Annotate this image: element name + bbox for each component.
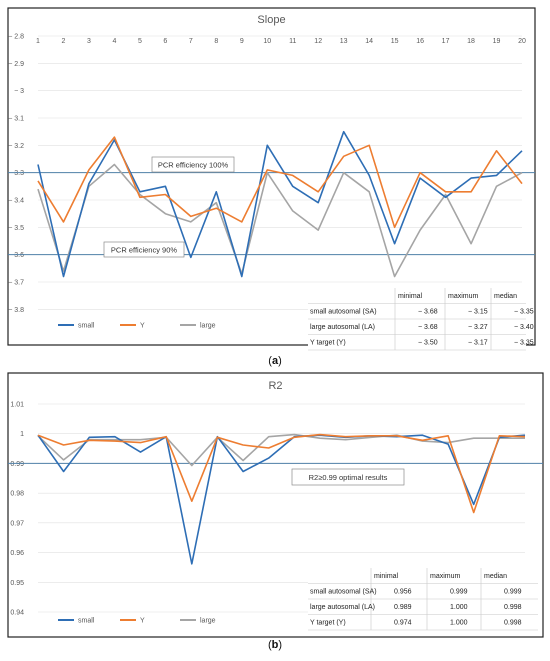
table-cell: 1.000 — [450, 604, 468, 611]
x-tick-label: 8 — [214, 38, 218, 45]
x-tick-label: 13 — [340, 38, 348, 45]
table-cell: 0.998 — [504, 620, 522, 627]
x-tick-label: 15 — [391, 38, 399, 45]
x-tick-label: 20 — [518, 38, 526, 45]
y-tick-label: 0.94 — [10, 610, 24, 617]
table-row-label: small autosomal (SA) — [310, 589, 377, 596]
y-tick-label: − 2.8 — [8, 34, 24, 41]
x-tick-label: 3 — [87, 38, 91, 45]
y-tick-label: 0.96 — [10, 550, 24, 557]
panel-caption: (b) — [268, 639, 282, 651]
y-tick-label: − 3 — [14, 88, 24, 95]
y-tick-label: 0.98 — [10, 491, 24, 498]
x-tick-label: 17 — [442, 38, 450, 45]
table-cell: − 3.35 — [514, 309, 534, 316]
reference-label-box — [291, 468, 405, 486]
table-row-label: Y target (Y) — [310, 620, 346, 627]
table-cell: − 3.35 — [514, 340, 534, 347]
y-tick-label: − 3.2 — [8, 143, 24, 150]
reference-label-box — [103, 241, 185, 258]
table-header: minimal — [374, 573, 399, 580]
series-line-large — [37, 163, 523, 278]
y-tick-label: − 3.4 — [8, 198, 24, 205]
x-tick-label: 14 — [365, 38, 373, 45]
x-tick-label: 2 — [62, 38, 66, 45]
table-cell: 0.999 — [504, 589, 522, 596]
y-tick-label: − 2.9 — [8, 61, 24, 68]
y-tick-label: 0.95 — [10, 580, 24, 587]
series-line-small — [37, 434, 526, 565]
table-cell: 0.956 — [394, 589, 412, 596]
legend-label-y: Y — [140, 323, 145, 330]
y-tick-label: − 3.3 — [8, 170, 24, 177]
y-tick-label: 1.01 — [10, 402, 24, 409]
stats-table: minimal maximum median small autosomal (SA)… — [308, 288, 534, 351]
table-header: median — [484, 573, 507, 580]
x-tick-label: 12 — [314, 38, 322, 45]
table-cell: − 3.68 — [418, 324, 438, 331]
x-tick-label: 1 — [36, 38, 40, 45]
legend-label-small: small — [78, 323, 95, 330]
table-header: maximum — [430, 573, 461, 580]
table-cell: − 3.27 — [468, 324, 488, 331]
table-header: median — [494, 293, 517, 300]
table-row-label: Y target (Y) — [310, 340, 346, 347]
y-tick-label: − 3.7 — [8, 280, 24, 287]
y-tick-label: 0.97 — [10, 520, 24, 527]
series-line-y — [37, 136, 523, 229]
table-cell: 0.998 — [504, 604, 522, 611]
x-tick-label: 4 — [112, 38, 116, 45]
chart-panel-b: R2 1.01 1 0.99 0.98 0.97 0.96 0.95 0.94 R2≥0.99 o… — [7, 372, 544, 638]
table-row-label: large autosomal (LA) — [310, 324, 375, 331]
y-tick-label: − 3.1 — [8, 116, 24, 123]
table-cell: − 3.40 — [514, 324, 534, 331]
reference-label: PCR efficiency 100% — [158, 160, 229, 169]
y-tick-label: 1 — [20, 431, 24, 438]
x-tick-label: 7 — [189, 38, 193, 45]
legend-label-large: large — [200, 323, 216, 330]
table-row-label: large autosomal (LA) — [310, 604, 375, 611]
legend-label-y: Y — [140, 618, 145, 625]
x-tick-label: 5 — [138, 38, 142, 45]
x-tick-label: 18 — [467, 38, 475, 45]
x-tick-label: 6 — [163, 38, 167, 45]
reference-label: R2≥0.99 optimal results — [309, 473, 388, 482]
y-tick-label: − 3.5 — [8, 225, 24, 232]
legend-label-large: large — [200, 618, 216, 625]
x-tick-label: 9 — [240, 38, 244, 45]
x-tick-label: 19 — [493, 38, 501, 45]
chart-title: R2 — [268, 380, 282, 392]
x-tick-label: 10 — [263, 38, 271, 45]
table-cell: − 3.15 — [468, 309, 488, 316]
table-cell: − 3.17 — [468, 340, 488, 347]
legend-label-small: small — [78, 618, 95, 625]
x-tick-label: 11 — [289, 38, 296, 45]
stats-table: minimal maximum median small autosomal (SA)… — [308, 568, 538, 631]
table-cell: 0.974 — [394, 620, 412, 627]
table-cell: 0.989 — [394, 604, 412, 611]
table-header: maximum — [448, 293, 479, 300]
reference-label-box — [151, 156, 235, 173]
series-line-y — [37, 433, 526, 514]
table-cell: − 3.50 — [418, 340, 438, 347]
table-cell: − 3.68 — [418, 309, 438, 316]
table-header: minimal — [398, 293, 423, 300]
y-tick-label: − 3.8 — [8, 307, 24, 314]
panel-caption: (a) — [268, 355, 281, 367]
x-tick-label: 16 — [416, 38, 424, 45]
chart-panel-a: Slope − 2.8 − 2.9 − 3 − 3.1 − 3.2 − 3.3 − 3.4 − … — [7, 7, 536, 351]
table-row-label: small autosomal (SA) — [310, 309, 377, 316]
chart-title: Slope — [257, 14, 285, 26]
table-cell: 1.000 — [450, 620, 468, 627]
y-tick-label: 0.99 — [10, 461, 24, 468]
y-tick-label: − 3.6 — [8, 252, 24, 259]
reference-label: PCR efficiency 90% — [111, 245, 177, 254]
table-cell: 0.999 — [450, 589, 468, 596]
